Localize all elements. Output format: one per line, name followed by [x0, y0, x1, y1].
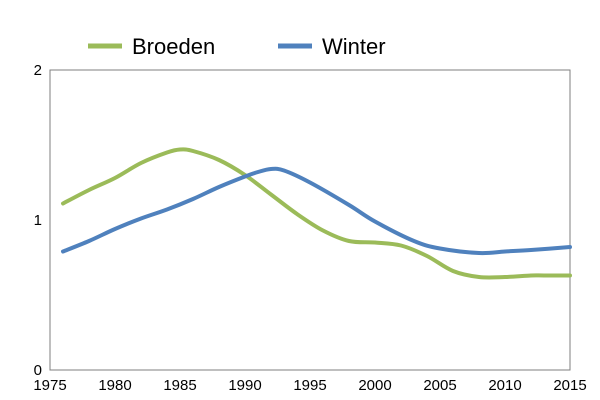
- series-line-broeden: [61, 147, 572, 280]
- legend-label-broeden: Broeden: [132, 34, 215, 59]
- series-line-winter: [61, 166, 572, 256]
- x-tick-label: 2000: [358, 377, 391, 394]
- x-tick-label: 2005: [423, 377, 456, 394]
- legend-label-winter: Winter: [322, 34, 386, 59]
- x-tick-label: 1990: [228, 377, 261, 394]
- y-tick-label: 1: [34, 212, 42, 229]
- y-tick-label: 0: [34, 362, 42, 379]
- x-tick-label: 1995: [293, 377, 326, 394]
- x-tick-label: 1980: [98, 377, 131, 394]
- x-tick-label: 1975: [33, 377, 66, 394]
- x-tick-label: 2015: [553, 377, 586, 394]
- y-tick-label: 2: [34, 62, 42, 79]
- x-tick-label: 2010: [488, 377, 521, 394]
- plot-area-frame: [49, 69, 571, 371]
- x-tick-label: 1985: [163, 377, 196, 394]
